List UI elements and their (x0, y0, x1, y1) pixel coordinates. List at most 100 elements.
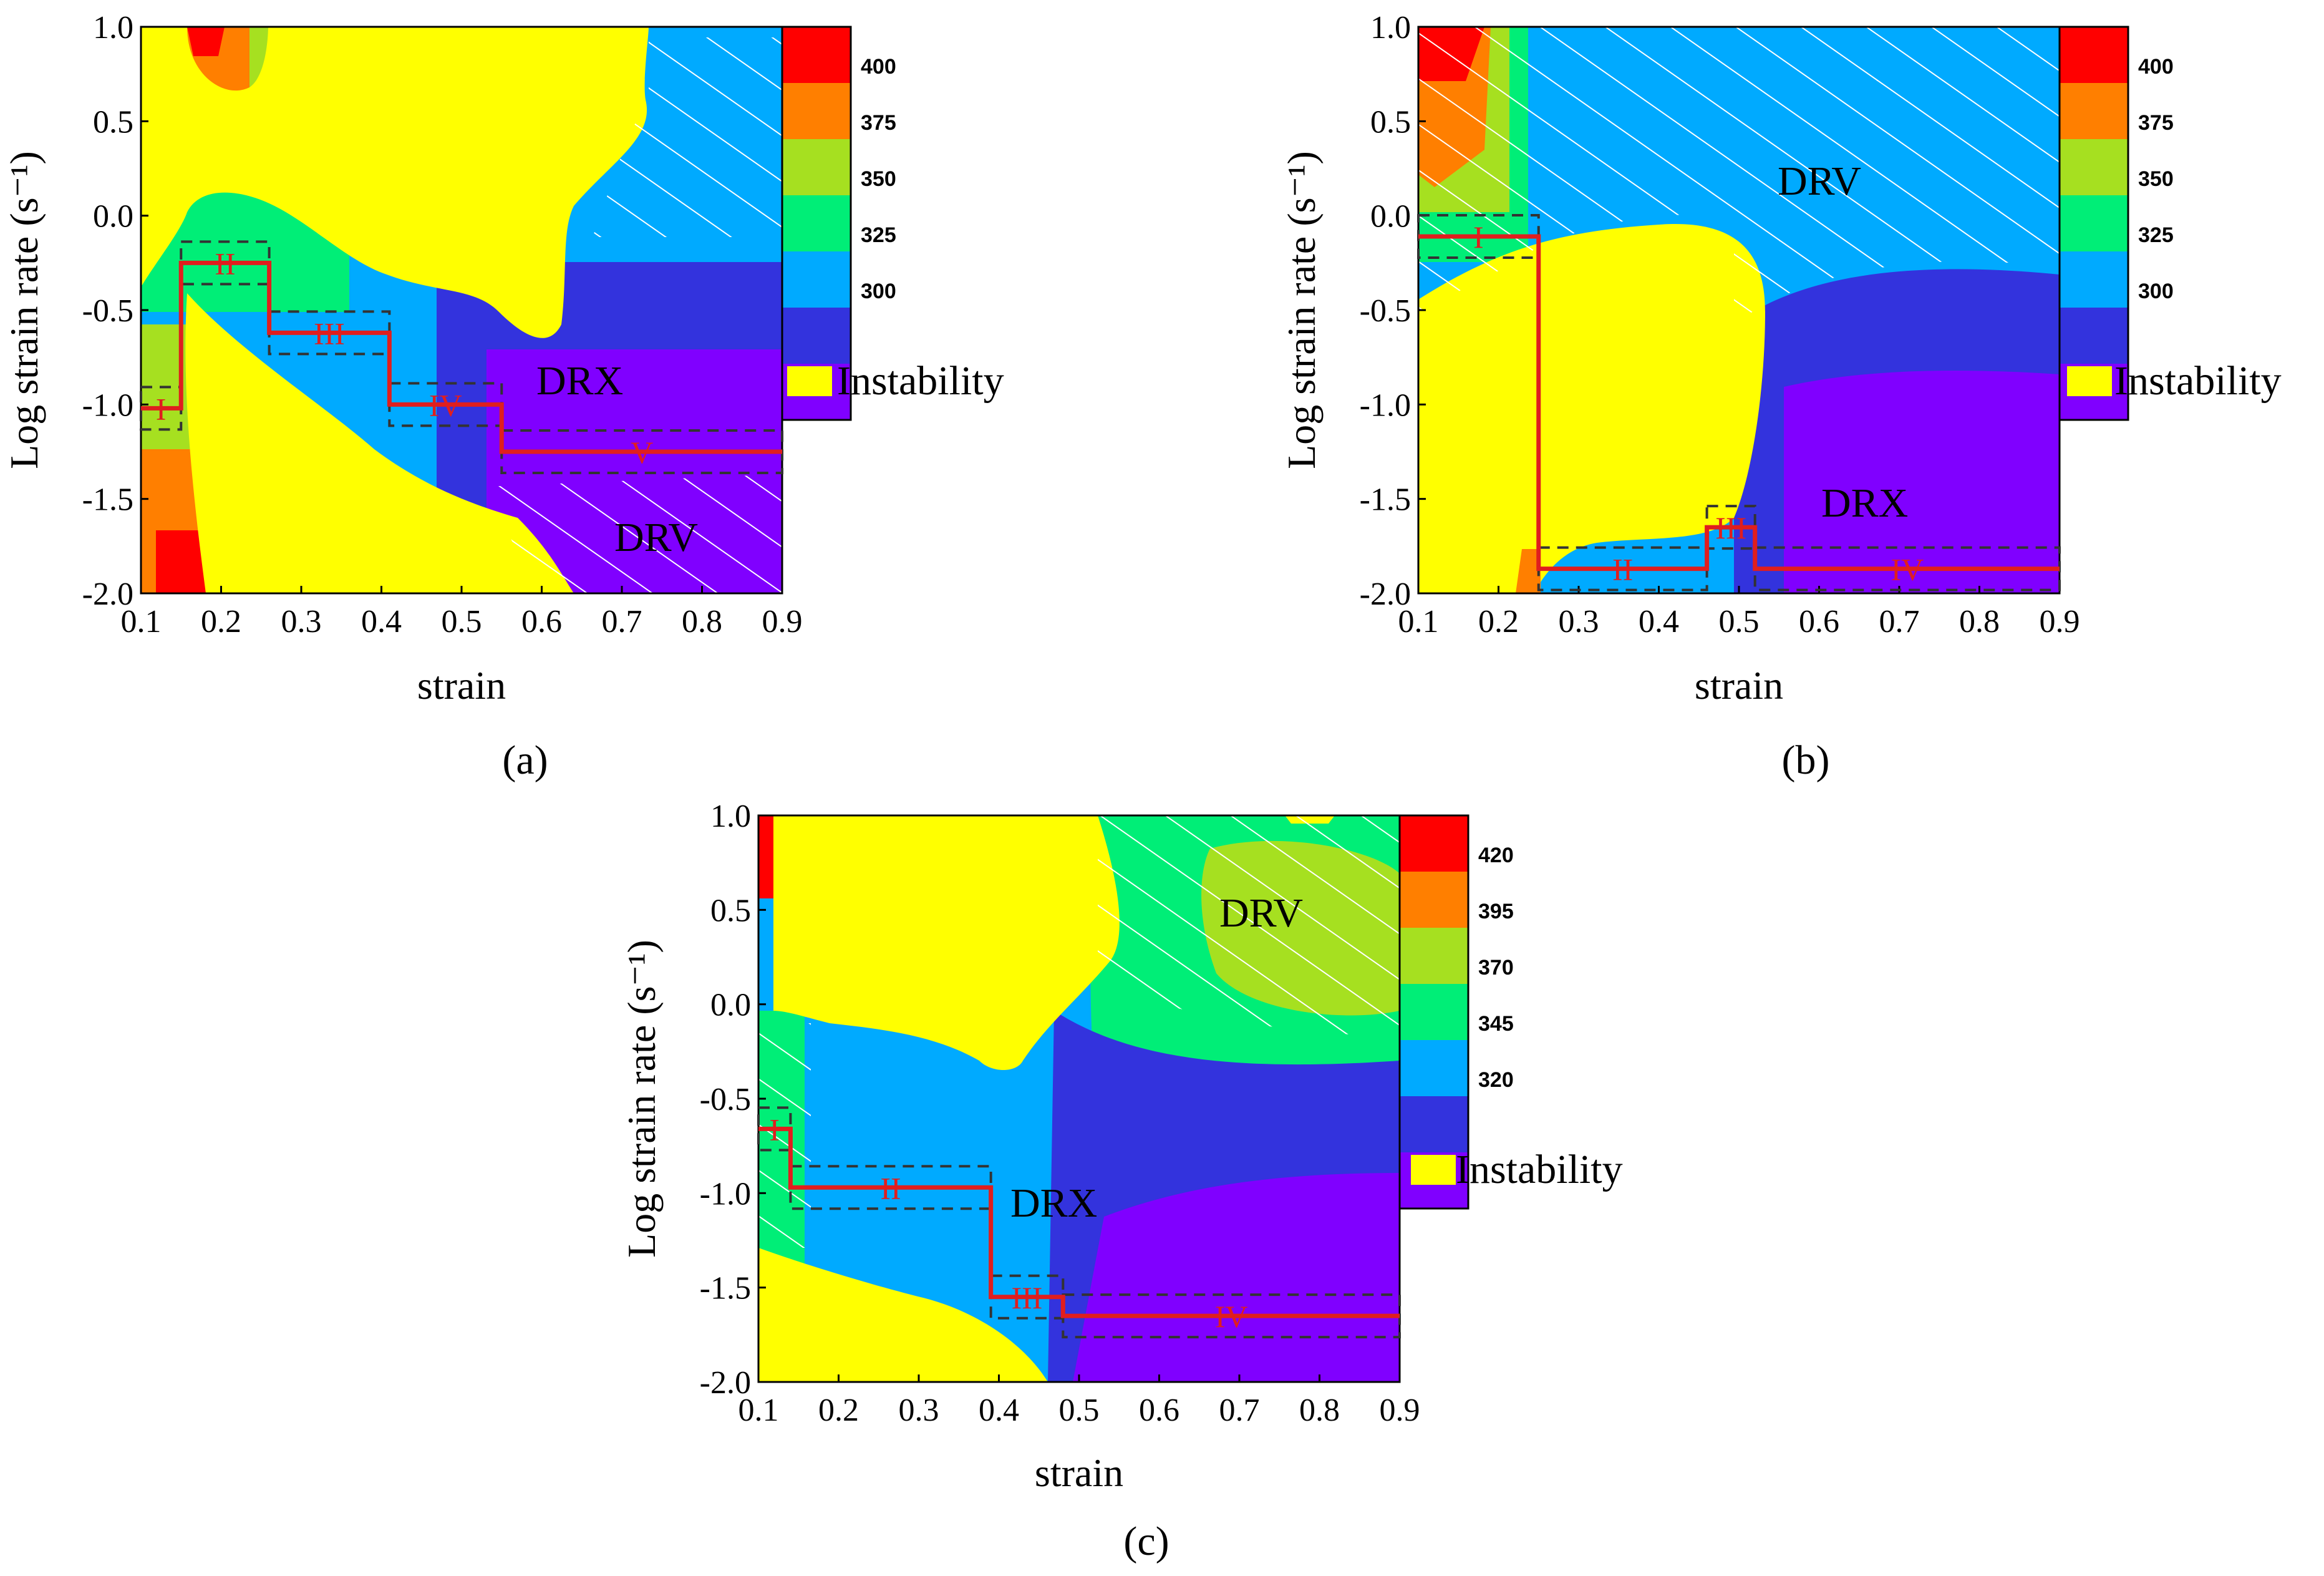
x-tick-label: 0.7 (602, 604, 642, 640)
xlabel-b: strain (1695, 663, 1783, 708)
y-tick-label: 0.5 (710, 893, 751, 928)
step-label-IV: IV (1891, 552, 1924, 587)
step-label-II: II (215, 246, 235, 281)
instability-swatch (787, 366, 832, 396)
step-label-II: II (880, 1170, 901, 1205)
step-label-IV: IV (1215, 1299, 1248, 1334)
y-tick-label: -0.5 (700, 1082, 751, 1117)
cbar-a-tick-0: 400 (861, 55, 896, 79)
x-tick-label: 0.6 (1139, 1393, 1179, 1428)
panel-a-contour-map (141, 27, 782, 593)
instability-swatch (1411, 1155, 1456, 1185)
x-tick-label: 0.8 (1959, 604, 2000, 640)
x-tick-label: 0.5 (1719, 604, 1760, 640)
xlabel-a: strain (417, 663, 506, 708)
panel-label-b: (b) (1782, 737, 1830, 783)
cbar-c-tick-3: 345 (1478, 1012, 1514, 1036)
y-tick-label: 0.5 (1370, 104, 1411, 140)
step-label-V: V (631, 435, 653, 470)
drx-label: DRX (1010, 1180, 1097, 1226)
x-tick-label: 0.7 (1219, 1393, 1260, 1428)
y-tick-label: -1.5 (82, 482, 133, 518)
y-tick-label: -1.0 (1360, 387, 1411, 423)
x-tick-label: 0.8 (1299, 1393, 1340, 1428)
x-tick-label: 0.5 (442, 604, 482, 640)
x-tick-label: 0.8 (682, 604, 722, 640)
ylabel-b: Log strain rate (s⁻¹) (1279, 151, 1324, 469)
ylabel-c: Log strain rate (s⁻¹) (619, 940, 664, 1258)
cbar-c-tick-2: 370 (1478, 956, 1514, 980)
y-tick-label: -2.0 (700, 1365, 751, 1401)
y-tick-label: -1.5 (1360, 482, 1411, 518)
y-tick-label: 0.0 (1370, 199, 1411, 235)
x-tick-label: 0.1 (121, 604, 162, 640)
x-tick-label: 0.6 (1799, 604, 1839, 640)
step-label-I: I (156, 391, 167, 426)
y-tick-label: -2.0 (82, 576, 133, 612)
y-tick-label: 1.0 (710, 799, 751, 834)
panel-a: 400 375 350 325 300 Instability DRX DRV … (2, 10, 1004, 783)
drv-label: DRV (1778, 158, 1861, 204)
cbar-a-tick-3: 325 (861, 223, 896, 247)
y-tick-label: -0.5 (1360, 293, 1411, 329)
deformation-path (1418, 234, 2060, 572)
instability-label: Instability (1456, 1147, 1623, 1192)
panel-b-legend: Instability (2067, 358, 2282, 404)
panel-c-contour-map (758, 815, 1400, 1382)
y-tick-label: -1.5 (700, 1271, 751, 1306)
y-tick-label: 1.0 (1370, 10, 1411, 46)
cbar-c-tick-1: 395 (1478, 900, 1514, 923)
cbar-b-tick-3: 325 (2138, 223, 2174, 247)
ylabel-a: Log strain rate (s⁻¹) (2, 151, 46, 469)
panel-b: 400 375 350 325 300 Instability DRV DRX … (1279, 10, 2282, 783)
step-label-I: I (769, 1112, 780, 1147)
step-label-II: II (1612, 552, 1633, 587)
y-tick-label: 0.5 (93, 104, 133, 140)
x-tick-label: 0.4 (979, 1393, 1019, 1428)
step-label-III: III (1011, 1280, 1042, 1315)
step-label-III: III (1715, 510, 1746, 545)
cbar-c-tick-4: 320 (1478, 1068, 1514, 1092)
y-tick-label: 1.0 (93, 10, 133, 46)
domain-box-II (789, 1165, 992, 1210)
step-label-III: III (314, 316, 345, 351)
x-tick-label: 0.9 (1380, 1393, 1420, 1428)
x-tick-label: 0.3 (899, 1393, 939, 1428)
cbar-b-tick-1: 375 (2138, 111, 2174, 135)
x-tick-label: 0.9 (762, 604, 803, 640)
cbar-b-tick-2: 350 (2138, 167, 2174, 191)
y-tick-label: -1.0 (700, 1176, 751, 1212)
x-tick-label: 0.4 (1639, 604, 1679, 640)
x-tick-label: 0.6 (521, 604, 562, 640)
cbar-a-tick-1: 375 (861, 111, 896, 135)
x-tick-label: 0.1 (1398, 604, 1439, 640)
x-tick-label: 0.4 (361, 604, 402, 640)
x-tick-label: 0.3 (1559, 604, 1599, 640)
cbar-b-tick-0: 400 (2138, 55, 2174, 79)
y-tick-label: -2.0 (1360, 576, 1411, 612)
panel-c-legend: Instability (1411, 1147, 1623, 1192)
xlabel-c: strain (1035, 1451, 1123, 1495)
panel-a-legend: Instability (787, 358, 1004, 404)
drv-label: DRV (1219, 890, 1303, 936)
cbar-a-tick-2: 350 (861, 167, 896, 191)
instability-swatch (2067, 366, 2112, 396)
panel-c-colorbar: 420 395 370 345 320 (1398, 814, 1514, 1210)
drx-label: DRX (536, 358, 623, 404)
x-tick-label: 0.9 (2040, 604, 2080, 640)
domain-box-II (180, 240, 271, 286)
y-tick-label: -0.5 (82, 293, 133, 329)
panel-b-contour-map (1418, 27, 2060, 593)
y-tick-label: 0.0 (93, 199, 133, 235)
step-label-IV: IV (429, 387, 462, 422)
cbar-c-tick-0: 420 (1478, 844, 1514, 867)
panel-c: 420 395 370 345 320 Instability DRV DRX … (619, 799, 1623, 1564)
instability-label: Instability (837, 358, 1004, 404)
drv-label: DRV (614, 515, 698, 560)
cbar-a-tick-4: 300 (861, 280, 896, 303)
x-tick-label: 0.5 (1059, 1393, 1100, 1428)
instability-label: Instability (2114, 358, 2282, 404)
x-tick-label: 0.7 (1879, 604, 1920, 640)
step-label-I: I (1473, 220, 1484, 255)
